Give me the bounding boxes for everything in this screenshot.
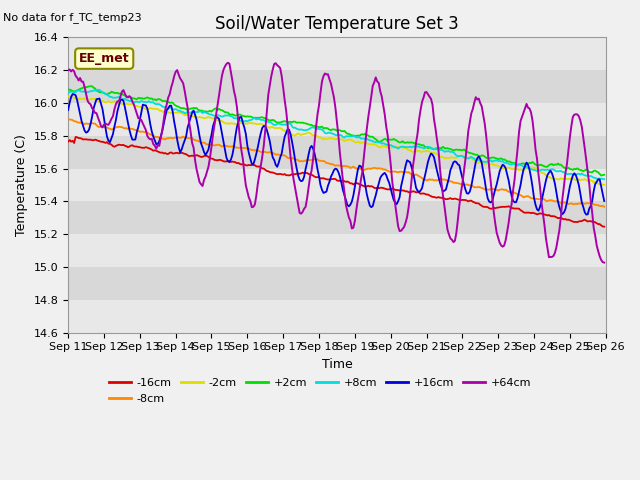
Bar bbox=[68, 103, 605, 136]
Bar bbox=[68, 37, 605, 70]
Bar bbox=[68, 234, 605, 267]
Title: Soil/Water Temperature Set 3: Soil/Water Temperature Set 3 bbox=[215, 15, 459, 33]
Bar bbox=[68, 267, 605, 300]
Bar bbox=[68, 202, 605, 234]
Text: EE_met: EE_met bbox=[79, 52, 129, 65]
X-axis label: Time: Time bbox=[321, 358, 352, 371]
Legend: -16cm, -8cm, -2cm, +2cm, +8cm, +16cm, +64cm: -16cm, -8cm, -2cm, +2cm, +8cm, +16cm, +6… bbox=[104, 373, 536, 408]
Bar bbox=[68, 168, 605, 202]
Text: No data for f_TC_temp23: No data for f_TC_temp23 bbox=[3, 12, 142, 23]
Bar bbox=[68, 70, 605, 103]
Bar bbox=[68, 136, 605, 168]
Bar bbox=[68, 300, 605, 333]
Y-axis label: Temperature (C): Temperature (C) bbox=[15, 134, 28, 236]
